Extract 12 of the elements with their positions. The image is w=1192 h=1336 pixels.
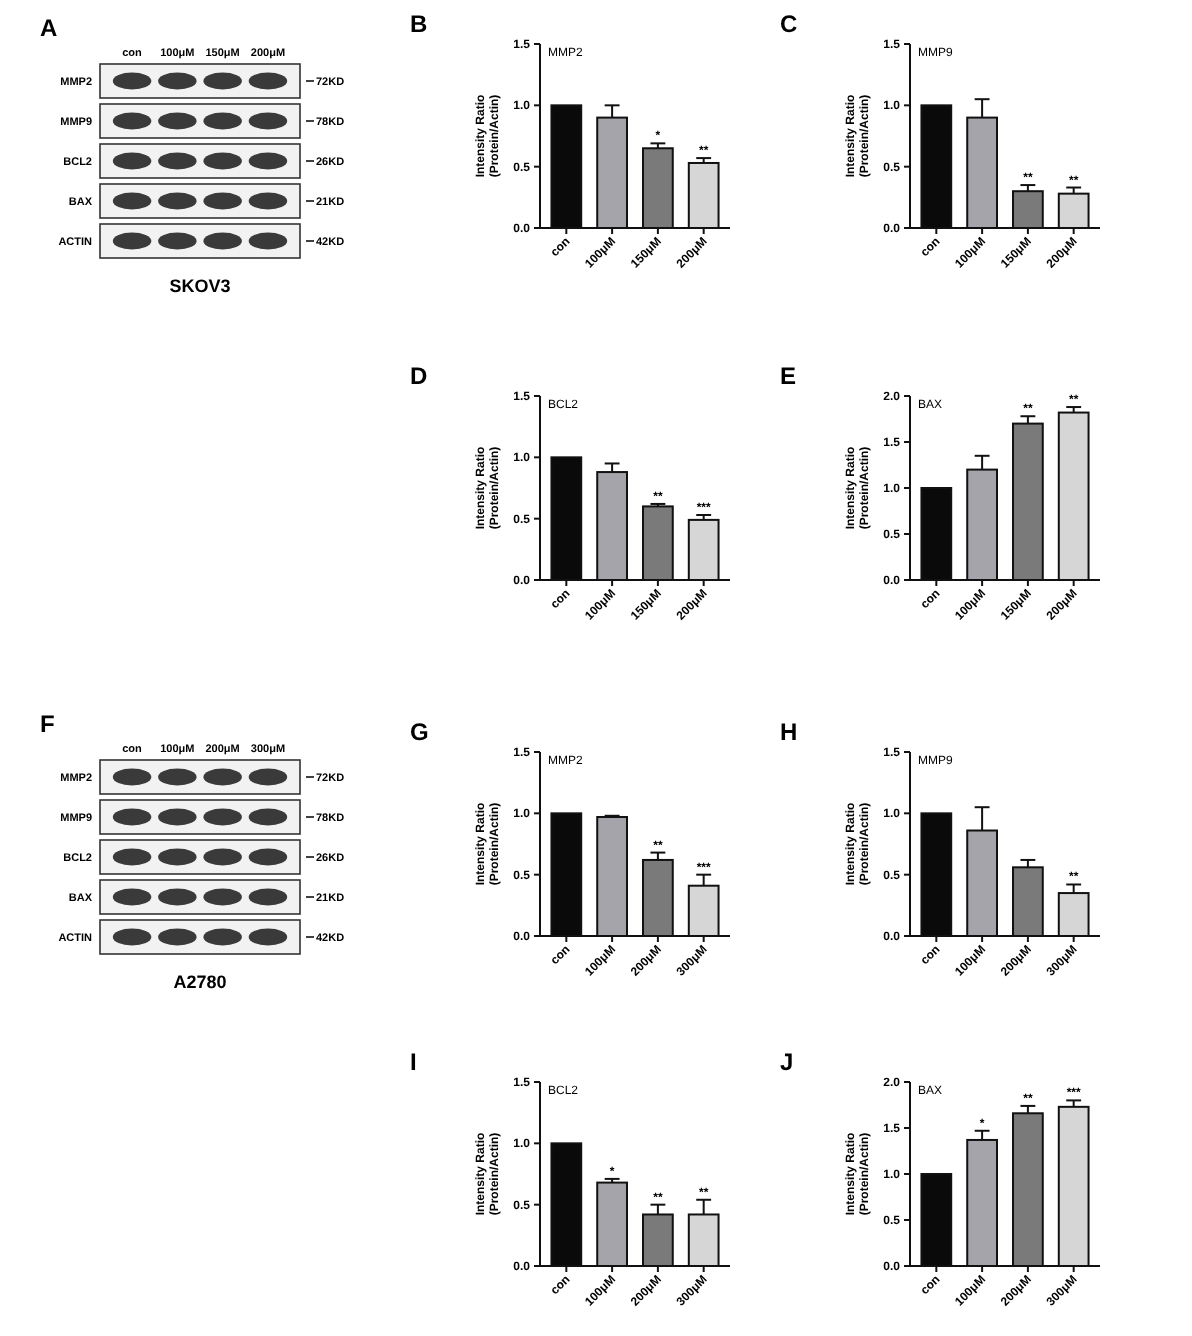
text: SKOV3: [169, 276, 231, 296]
text: E: [780, 362, 797, 390]
text: B: [410, 10, 428, 38]
text: I: [410, 1048, 417, 1076]
text: A: [40, 14, 58, 42]
text: H: [780, 718, 798, 746]
text: A2780: [173, 972, 227, 992]
text: J: [780, 1048, 794, 1076]
text: F: [40, 710, 55, 738]
text: G: [410, 718, 429, 746]
text: C: [780, 10, 798, 38]
text: D: [410, 362, 428, 390]
